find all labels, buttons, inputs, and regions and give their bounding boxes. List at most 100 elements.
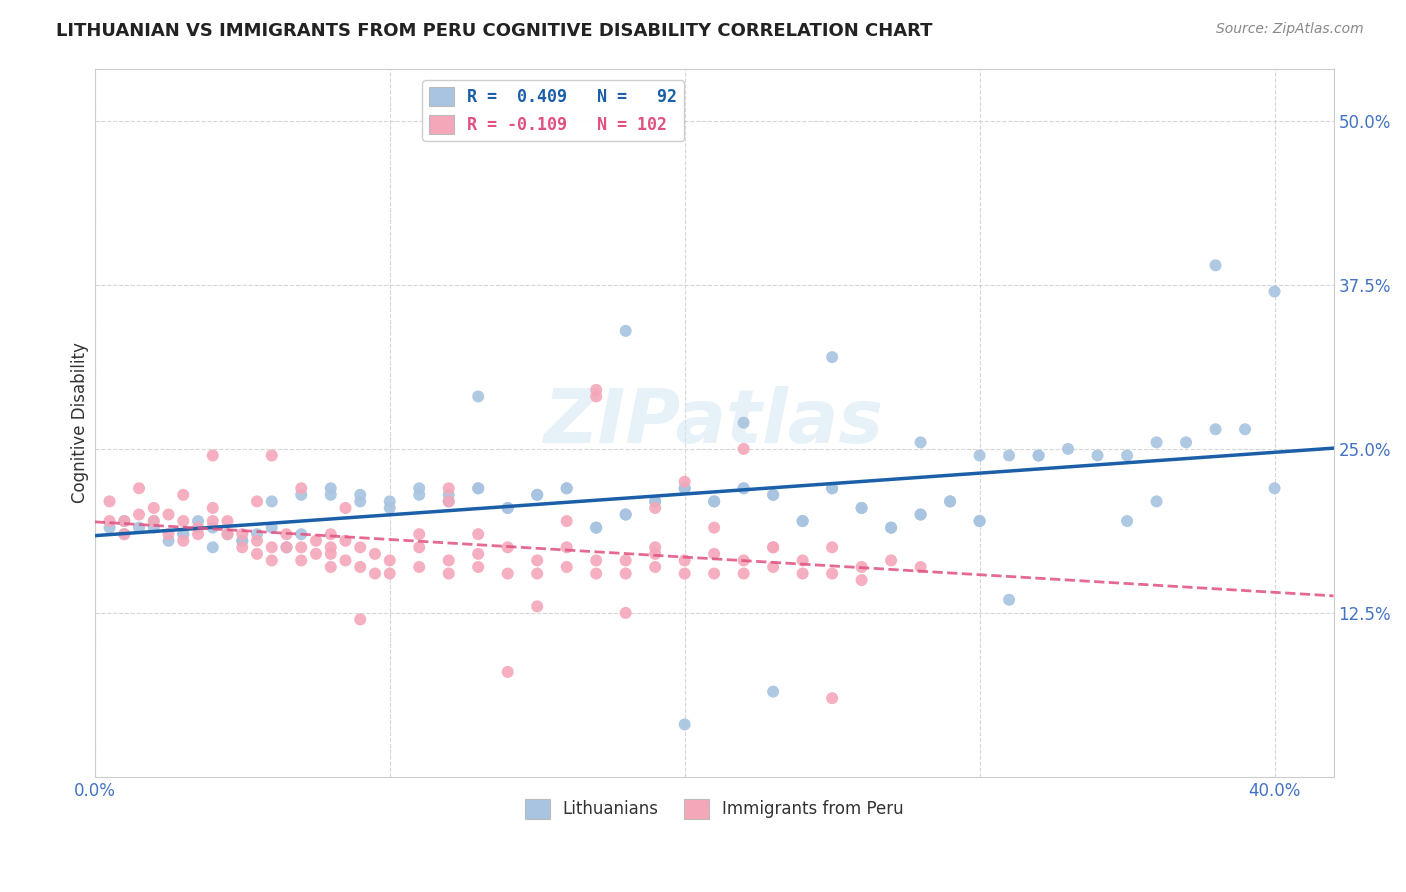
Point <box>910 435 932 450</box>
Point <box>260 449 283 463</box>
Point <box>673 717 696 731</box>
Point <box>526 599 548 614</box>
Point <box>762 684 785 698</box>
Point <box>112 527 135 541</box>
Y-axis label: Cognitive Disability: Cognitive Disability <box>72 343 89 503</box>
Point <box>349 541 371 555</box>
Point <box>335 553 357 567</box>
Point <box>703 494 725 508</box>
Point <box>526 553 548 567</box>
Point <box>821 566 844 581</box>
Point <box>467 547 489 561</box>
Point <box>260 494 283 508</box>
Point <box>1146 494 1168 508</box>
Point <box>112 514 135 528</box>
Point <box>644 547 666 561</box>
Point <box>246 527 269 541</box>
Point <box>98 514 121 528</box>
Point <box>349 488 371 502</box>
Point <box>349 560 371 574</box>
Point <box>555 481 578 495</box>
Point <box>319 481 342 495</box>
Point <box>276 541 298 555</box>
Point <box>201 521 224 535</box>
Point <box>733 416 755 430</box>
Point <box>408 541 430 555</box>
Point <box>378 494 401 508</box>
Point <box>910 508 932 522</box>
Point <box>467 481 489 495</box>
Point <box>1028 449 1050 463</box>
Point <box>172 488 194 502</box>
Point <box>157 527 180 541</box>
Point <box>335 533 357 548</box>
Point <box>673 553 696 567</box>
Point <box>939 494 962 508</box>
Point <box>585 521 607 535</box>
Point <box>821 481 844 495</box>
Point <box>128 521 150 535</box>
Point <box>969 514 991 528</box>
Point <box>762 560 785 574</box>
Point <box>217 527 239 541</box>
Point <box>201 541 224 555</box>
Point <box>1234 422 1257 436</box>
Point <box>305 547 328 561</box>
Point <box>187 521 209 535</box>
Point <box>157 533 180 548</box>
Point <box>762 488 785 502</box>
Point <box>142 514 165 528</box>
Point <box>614 553 637 567</box>
Point <box>496 541 519 555</box>
Point <box>496 665 519 679</box>
Point <box>142 514 165 528</box>
Point <box>821 350 844 364</box>
Point <box>246 533 269 548</box>
Point <box>437 494 460 508</box>
Point <box>437 566 460 581</box>
Point <box>733 553 755 567</box>
Point <box>821 691 844 706</box>
Point <box>231 527 253 541</box>
Point <box>378 500 401 515</box>
Point <box>260 521 283 535</box>
Point <box>467 527 489 541</box>
Point <box>792 566 814 581</box>
Point <box>437 553 460 567</box>
Point <box>614 508 637 522</box>
Point <box>1263 481 1285 495</box>
Point <box>1116 449 1139 463</box>
Point <box>733 481 755 495</box>
Point <box>555 514 578 528</box>
Point <box>319 527 342 541</box>
Point <box>644 494 666 508</box>
Point <box>98 521 121 535</box>
Point <box>851 560 873 574</box>
Point <box>821 481 844 495</box>
Point <box>319 560 342 574</box>
Point <box>998 592 1021 607</box>
Point <box>880 553 903 567</box>
Point <box>364 566 387 581</box>
Point <box>1175 435 1198 450</box>
Point <box>172 527 194 541</box>
Point <box>98 494 121 508</box>
Point <box>319 547 342 561</box>
Point <box>821 541 844 555</box>
Point <box>467 560 489 574</box>
Point <box>762 488 785 502</box>
Point <box>112 514 135 528</box>
Point <box>112 527 135 541</box>
Point <box>644 500 666 515</box>
Legend: Lithuanians, Immigrants from Peru: Lithuanians, Immigrants from Peru <box>517 793 911 825</box>
Point <box>673 481 696 495</box>
Point <box>792 514 814 528</box>
Point <box>585 521 607 535</box>
Point <box>998 449 1021 463</box>
Point <box>733 481 755 495</box>
Point <box>467 389 489 403</box>
Point <box>260 541 283 555</box>
Point <box>246 547 269 561</box>
Point <box>437 494 460 508</box>
Point <box>1087 449 1109 463</box>
